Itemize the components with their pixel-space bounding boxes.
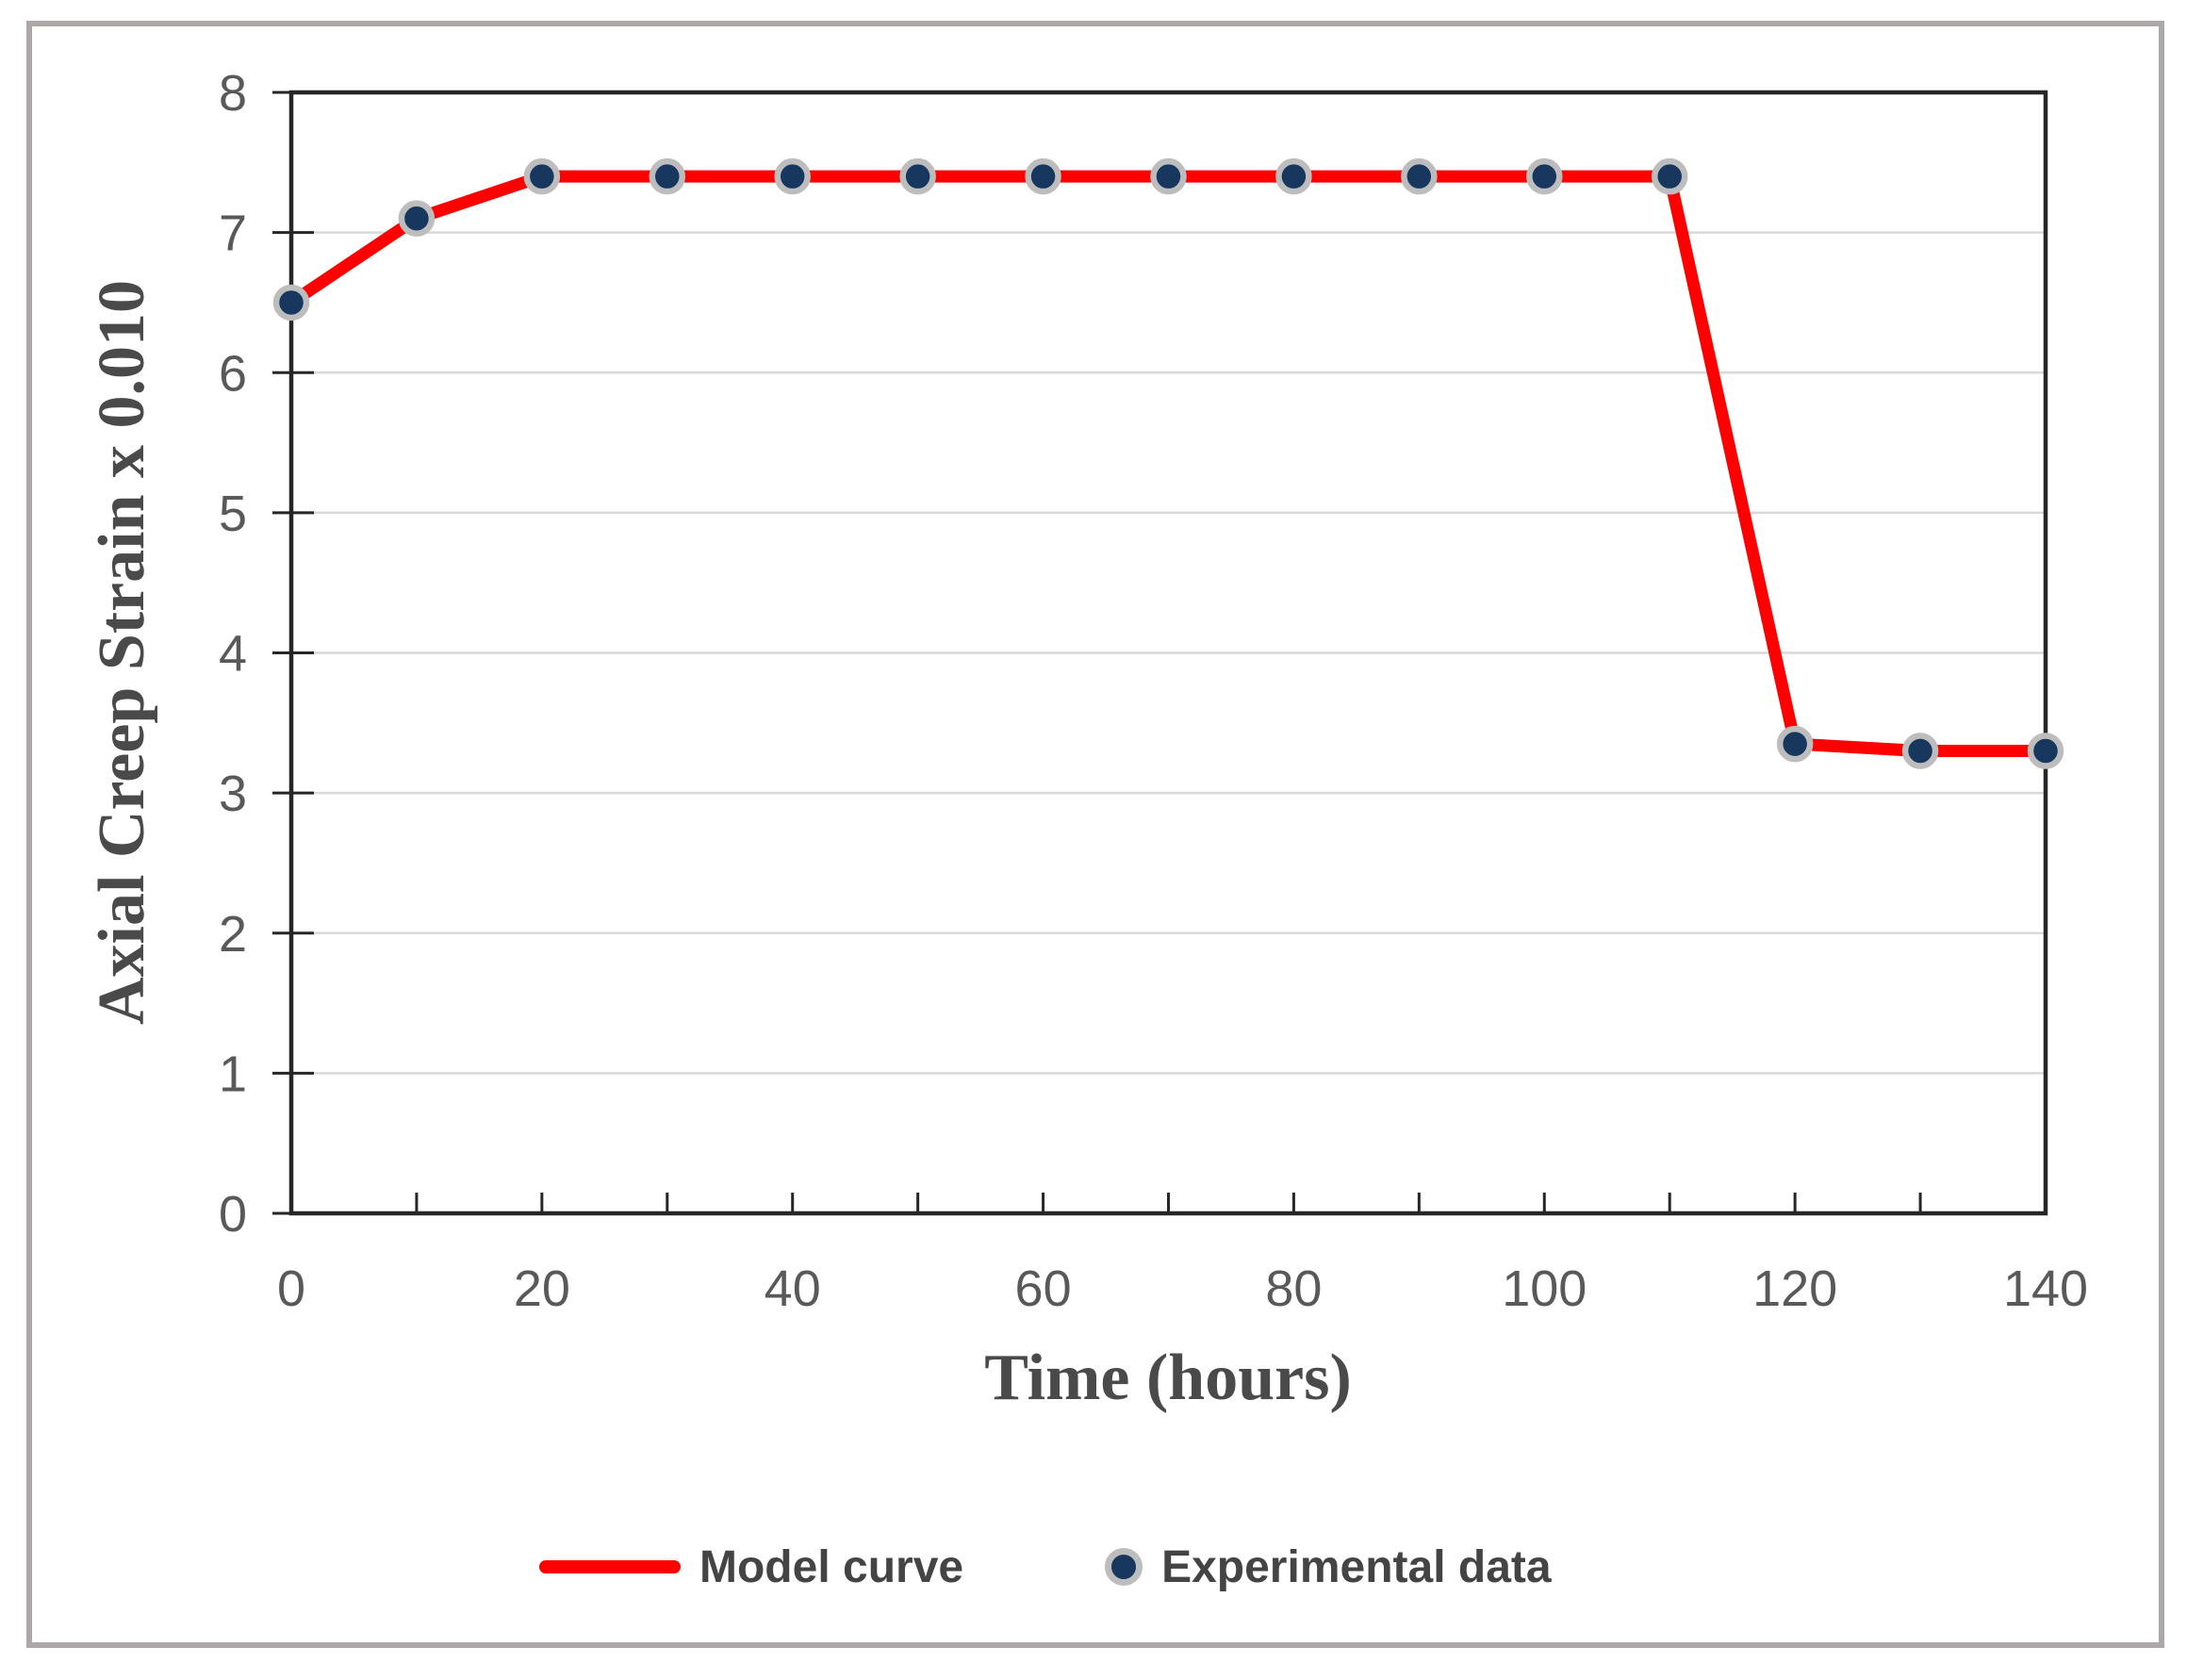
gridlines: [291, 231, 2046, 1075]
plot-border: [288, 90, 2048, 1216]
x-tick-label: 80: [1265, 1260, 1322, 1317]
model-curve-line-swatch: [539, 1560, 681, 1573]
x-tick-label: 60: [1015, 1260, 1072, 1317]
x-tick-label: 140: [2003, 1260, 2088, 1317]
x-tick-labels: 0 20 40 60 80 100 120 140: [277, 1260, 2088, 1317]
data-point: [1401, 157, 1438, 195]
y-tick-label: 4: [219, 626, 247, 683]
figure-frame: [26, 21, 2164, 1648]
x-tick-label: 20: [514, 1260, 570, 1317]
x-tick-label: 120: [1752, 1260, 1837, 1317]
y-tick-labels: 0 1 2 3 4 5 6 7 8: [219, 65, 247, 1243]
data-point: [523, 157, 561, 195]
model-curve-series: [285, 170, 2052, 758]
y-tick-label: 6: [219, 345, 247, 402]
y-tick-label: 0: [219, 1186, 247, 1243]
y-tick-label: 7: [219, 206, 247, 262]
data-point: [398, 200, 436, 238]
y-tick-label: 5: [219, 486, 247, 542]
model-curve-label: Model curve: [699, 1541, 964, 1592]
y-tick-label: 2: [219, 906, 247, 963]
data-point: [1526, 157, 1563, 195]
data-point: [1776, 725, 1814, 763]
data-point: [2027, 733, 2064, 769]
experimental-data-series: [272, 157, 2064, 769]
y-tick-label: 1: [219, 1046, 247, 1102]
y-axis-title: Axial Creep Strain x 0.010: [86, 280, 158, 1025]
data-point: [1150, 157, 1187, 195]
data-point: [649, 157, 686, 195]
x-tick-label: 100: [1502, 1260, 1587, 1317]
legend: Model curve Experimental data: [539, 1529, 1552, 1605]
data-point: [1275, 157, 1312, 195]
data-point: [774, 157, 811, 195]
x-tick-label: 40: [765, 1260, 821, 1317]
data-point: [272, 284, 310, 321]
data-point: [899, 157, 936, 195]
y-tick-label: 3: [219, 766, 247, 822]
y-tick-label: 8: [219, 65, 247, 122]
experimental-data-label: Experimental data: [1161, 1541, 1552, 1592]
data-point: [1025, 157, 1061, 195]
x-axis-title: Time (hours): [984, 1342, 1352, 1414]
experimental-data-marker-swatch: [1105, 1548, 1143, 1586]
data-point: [1901, 733, 1939, 769]
model-curve-path: [285, 170, 2052, 758]
data-point: [1651, 157, 1688, 195]
plot-border-rect: [288, 90, 2048, 1216]
x-tick-label: 0: [277, 1260, 305, 1317]
